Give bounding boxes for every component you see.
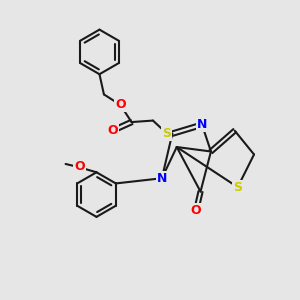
- Text: S: S: [162, 127, 171, 140]
- Text: N: N: [197, 118, 207, 131]
- Text: O: O: [115, 98, 126, 111]
- Text: O: O: [74, 160, 85, 173]
- Text: N: N: [157, 172, 167, 185]
- Text: O: O: [108, 124, 118, 137]
- Text: O: O: [191, 204, 201, 218]
- Text: S: S: [233, 181, 242, 194]
